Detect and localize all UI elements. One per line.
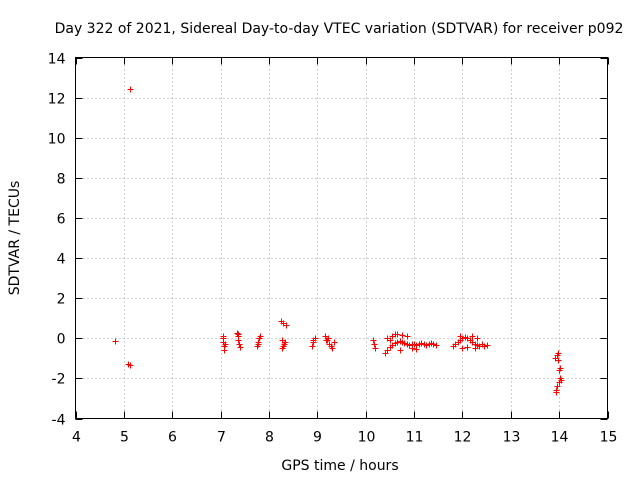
data-point [553,389,560,396]
data-point [481,343,488,350]
data-point [418,340,425,347]
x-axis-tick-labels: 4 5 6 7 8 9 10 11 12 13 14 15 [72,430,617,446]
y-tick-label: 12 [48,92,66,108]
data-point [370,337,377,344]
x-tick-label: 11 [406,430,424,446]
data-point [392,331,399,338]
data-point [257,333,264,340]
data-point [312,335,319,342]
data-point [558,377,565,384]
data-point [409,345,416,352]
data-point [457,333,464,340]
data-point [112,338,119,345]
data-point [472,345,479,352]
data-point [331,339,338,346]
y-tick-label: 0 [57,332,66,348]
data-point [459,345,466,352]
data-point [235,331,242,338]
data-point [413,346,420,353]
data-point [397,347,404,354]
y-axis-label: SDTVAR / TECUs [7,181,23,296]
data-point [372,345,379,352]
x-tick-label: 7 [217,430,226,446]
data-point [220,333,227,340]
data-point [283,322,290,329]
y-tick-label: -2 [52,372,66,388]
y-tick-label: 8 [57,172,66,188]
data-point [371,341,378,348]
x-tick-label: 12 [454,430,472,446]
y-tick-label: 14 [48,52,66,68]
data-point [474,335,481,342]
x-tick-label: 5 [120,430,129,446]
data-point [430,341,437,348]
data-point [384,347,391,354]
data-point [236,341,243,348]
data-point [484,342,491,349]
x-tick-label: 6 [168,430,177,446]
x-axis-label: GPS time / hours [281,458,398,474]
data-point [222,341,229,348]
data-point [399,332,406,339]
data-points [112,86,565,396]
data-point [127,86,134,93]
data-point [328,343,335,350]
chart-title: Day 322 of 2021, Sidereal Day-to-day VTE… [55,21,624,37]
data-point [464,344,471,351]
y-tick-label: 10 [48,132,66,148]
data-point [404,333,411,340]
x-tick-label: 8 [265,430,274,446]
x-tick-label: 9 [313,430,322,446]
data-point [557,365,564,372]
data-point [401,340,408,347]
x-tick-label: 15 [600,430,618,446]
axis-ticks [75,57,609,420]
grid-lines [75,57,608,419]
data-point [423,342,430,349]
data-point [235,337,242,344]
data-point [554,383,561,390]
x-tick-label: 10 [358,430,376,446]
data-point [255,341,262,348]
y-axis-tick-labels: -4 -2 0 2 4 6 8 10 12 14 [48,52,66,429]
data-point [433,342,440,349]
data-point [406,342,413,349]
x-tick-label: 4 [72,430,81,446]
x-tick-label: 14 [551,430,569,446]
x-tick-label: 13 [503,430,521,446]
plot-frame [75,57,608,419]
data-point [310,339,317,346]
data-point [221,347,228,354]
data-point [237,344,244,351]
data-point [469,333,476,340]
data-point [555,350,562,357]
data-point [555,357,562,364]
data-point [280,343,287,350]
y-tick-label: 4 [57,252,66,268]
y-tick-label: 6 [57,212,66,228]
data-point [127,362,134,369]
data-point [234,330,241,337]
data-point [282,339,289,346]
data-point [309,343,316,350]
data-point [387,337,394,344]
data-point [323,337,330,344]
y-tick-label: -4 [52,413,66,429]
y-tick-label: 2 [57,292,66,308]
